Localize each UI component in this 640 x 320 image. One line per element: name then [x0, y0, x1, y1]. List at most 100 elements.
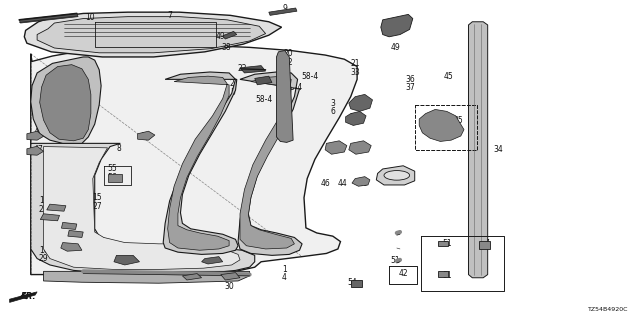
Polygon shape: [255, 76, 272, 85]
Polygon shape: [163, 72, 238, 254]
Polygon shape: [19, 13, 78, 23]
Text: 51: 51: [442, 239, 452, 248]
Polygon shape: [61, 243, 82, 251]
Polygon shape: [276, 51, 293, 142]
Polygon shape: [240, 76, 294, 249]
Bar: [438, 271, 448, 277]
Text: 4: 4: [282, 273, 287, 282]
Text: 13: 13: [122, 251, 132, 260]
Text: 38: 38: [221, 43, 232, 52]
Polygon shape: [419, 109, 464, 141]
Polygon shape: [468, 22, 488, 278]
Text: 28: 28: [186, 273, 195, 282]
Text: 21: 21: [351, 60, 360, 68]
Text: 8: 8: [116, 144, 121, 153]
Text: 46: 46: [320, 179, 330, 188]
Text: 44: 44: [337, 179, 348, 188]
Text: 42: 42: [398, 269, 408, 278]
Polygon shape: [349, 94, 372, 111]
Text: 26: 26: [90, 244, 100, 252]
Text: 1: 1: [282, 265, 287, 274]
Text: 5: 5: [230, 88, 235, 97]
Text: 17: 17: [207, 254, 218, 263]
Polygon shape: [31, 143, 255, 275]
Polygon shape: [47, 204, 66, 211]
Text: 39: 39: [352, 99, 362, 108]
Polygon shape: [346, 111, 366, 125]
Text: 48: 48: [139, 132, 149, 141]
Polygon shape: [221, 273, 240, 280]
Text: 16: 16: [38, 246, 49, 255]
Text: 45: 45: [443, 72, 453, 81]
Text: 33: 33: [350, 68, 360, 77]
Polygon shape: [24, 12, 282, 57]
Text: 58-4: 58-4: [286, 83, 303, 92]
Polygon shape: [352, 177, 370, 186]
Text: 50: 50: [358, 179, 369, 188]
Polygon shape: [40, 214, 60, 221]
Text: 11: 11: [39, 196, 48, 205]
Polygon shape: [202, 257, 223, 264]
Polygon shape: [269, 8, 297, 15]
Polygon shape: [40, 65, 91, 141]
Text: 10: 10: [84, 13, 95, 22]
Text: 40: 40: [328, 145, 338, 154]
Text: 30: 30: [224, 282, 234, 291]
Text: 25: 25: [122, 260, 132, 268]
Text: 47: 47: [33, 145, 44, 154]
Text: 37: 37: [405, 84, 415, 92]
Text: 53: 53: [430, 113, 440, 122]
Text: 22: 22: [237, 64, 246, 73]
Text: 3: 3: [330, 99, 335, 108]
Polygon shape: [31, 57, 101, 143]
Text: 20: 20: [283, 49, 293, 58]
Text: 6: 6: [330, 107, 335, 116]
Polygon shape: [68, 230, 83, 237]
Text: 34: 34: [493, 145, 503, 154]
Polygon shape: [381, 14, 413, 37]
Text: 2: 2: [230, 79, 235, 88]
Text: 9: 9: [282, 4, 287, 13]
Bar: [351, 280, 362, 287]
Text: 49: 49: [216, 32, 226, 41]
Text: 35: 35: [453, 116, 463, 125]
Polygon shape: [114, 255, 140, 265]
Text: 29: 29: [38, 254, 49, 263]
Text: 27: 27: [92, 202, 102, 211]
Text: 43: 43: [355, 145, 365, 154]
Text: 14: 14: [70, 235, 81, 244]
Polygon shape: [223, 31, 237, 39]
Text: 32: 32: [283, 58, 293, 67]
Polygon shape: [238, 72, 302, 255]
Polygon shape: [325, 141, 347, 154]
Text: 51: 51: [390, 256, 401, 265]
Polygon shape: [138, 131, 155, 140]
Text: 47: 47: [33, 128, 44, 137]
Text: 57: 57: [480, 239, 490, 248]
Text: 15: 15: [92, 193, 102, 202]
Polygon shape: [27, 146, 44, 155]
Polygon shape: [182, 274, 202, 280]
Text: 55: 55: [107, 164, 117, 173]
Text: TZ54B4920C: TZ54B4920C: [588, 307, 628, 312]
Polygon shape: [376, 166, 415, 185]
Polygon shape: [168, 76, 229, 250]
Polygon shape: [10, 292, 37, 302]
Polygon shape: [44, 271, 250, 283]
Text: 24: 24: [77, 222, 87, 231]
Polygon shape: [27, 131, 44, 140]
Text: FR.: FR.: [20, 292, 36, 301]
Text: 41: 41: [388, 177, 398, 186]
Text: 23: 23: [38, 205, 49, 214]
Text: 18: 18: [225, 273, 234, 282]
Polygon shape: [349, 141, 371, 154]
Text: 7: 7: [167, 12, 172, 20]
Polygon shape: [240, 66, 266, 73]
Text: 12: 12: [77, 214, 86, 223]
Ellipse shape: [384, 171, 410, 180]
Bar: [108, 174, 122, 182]
Polygon shape: [31, 45, 357, 278]
Polygon shape: [44, 147, 240, 269]
Text: 56: 56: [107, 173, 117, 182]
Text: 49: 49: [390, 43, 401, 52]
